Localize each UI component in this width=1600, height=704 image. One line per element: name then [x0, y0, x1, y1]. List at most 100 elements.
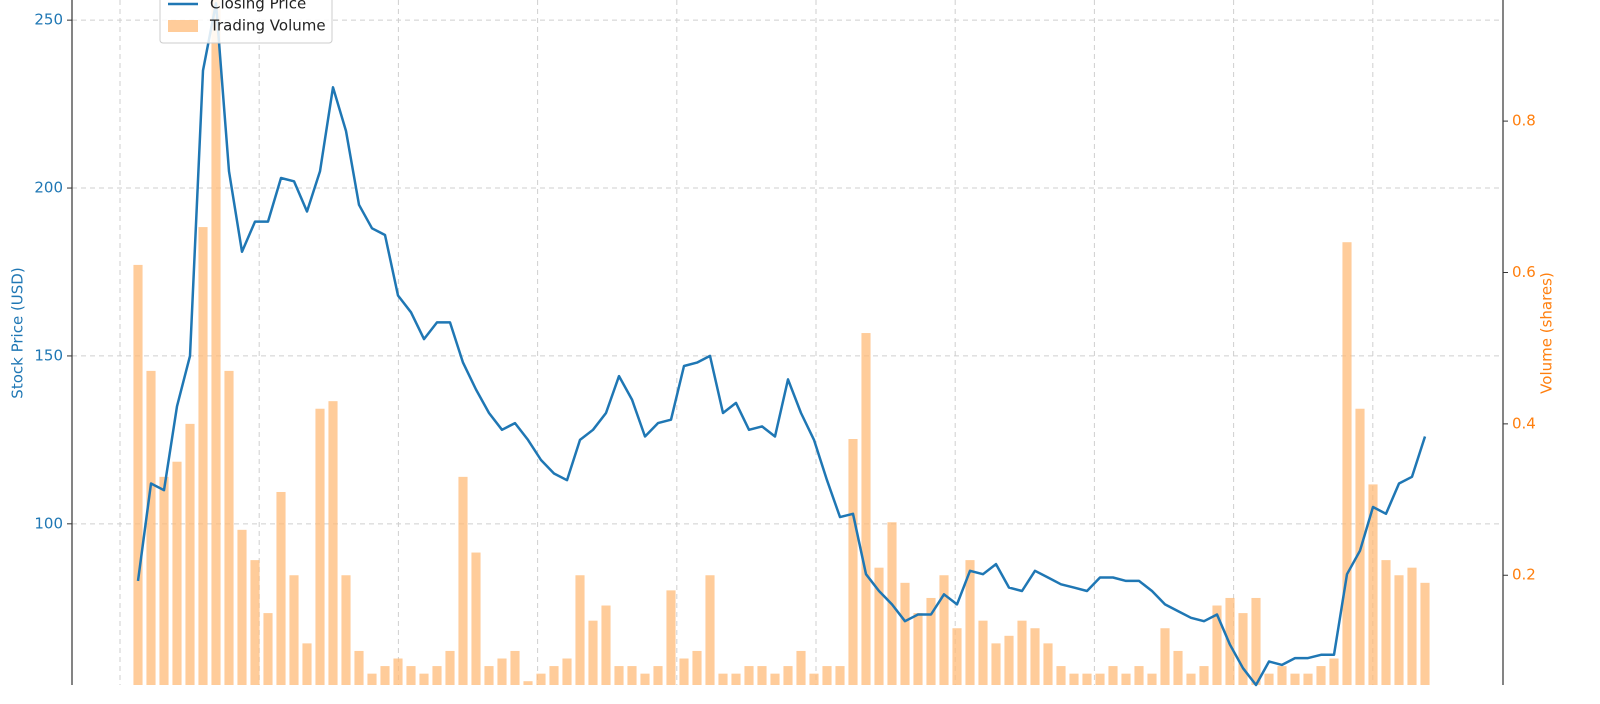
volume-bar: [1303, 673, 1313, 685]
volume-bar: [458, 476, 468, 685]
volume-bar: [159, 476, 169, 685]
y2-tick-label: 0.6: [1512, 263, 1536, 281]
y-tick-label: 100: [34, 514, 63, 532]
volume-bar: [991, 643, 1001, 685]
volume-bar: [1004, 635, 1014, 685]
volume-bar: [1095, 673, 1105, 685]
volume-bar: [1160, 628, 1170, 685]
volume-bar: [1251, 597, 1261, 685]
volume-bar: [237, 529, 247, 685]
volume-bar: [497, 658, 507, 685]
volume-bar: [315, 408, 325, 685]
volume-bar: [250, 560, 260, 685]
volume-bar: [445, 650, 455, 685]
legend-label: Trading Volume: [209, 17, 326, 35]
volume-bar: [484, 666, 494, 685]
volume-bar: [198, 227, 208, 685]
volume-bar: [1173, 650, 1183, 685]
volume-bar: [705, 575, 715, 685]
volume-bar: [536, 673, 546, 685]
price-line: [136, 2, 1427, 687]
y2-axis-label: Volume (shares): [1538, 272, 1556, 394]
legend-swatch: [168, 20, 198, 32]
volume-bar: [1056, 666, 1066, 685]
volume-bar: [1290, 673, 1300, 685]
volume-bar: [861, 333, 871, 685]
volume-bar: [341, 575, 351, 685]
volume-bar: [1134, 666, 1144, 685]
volume-bar: [770, 673, 780, 685]
volume-bar: [1017, 620, 1027, 685]
volume-bar: [1212, 605, 1222, 685]
volume-bar: [1342, 242, 1352, 685]
volume-bar: [133, 264, 143, 685]
volume-bar: [146, 370, 156, 685]
volume-bar: [796, 650, 806, 685]
volume-bar: [1264, 673, 1274, 685]
volume-bar: [185, 423, 195, 685]
volume-bar: [549, 666, 559, 685]
volume-bar: [328, 401, 338, 685]
volume-bar: [718, 673, 728, 685]
volume-bar: [783, 666, 793, 685]
legend-box: [159, 0, 333, 44]
y-tick-label: 250: [34, 11, 63, 29]
volume-bar: [1368, 484, 1378, 685]
volume-bar: [419, 673, 429, 685]
volume-bar: [653, 666, 663, 685]
volume-bar: [874, 567, 884, 685]
volume-bar: [848, 439, 858, 685]
volume-bar: [965, 560, 975, 685]
volume-bar: [432, 666, 442, 685]
volume-bar: [523, 681, 533, 685]
volume-bar: [289, 575, 299, 685]
legend-label: Closing Price: [210, 0, 306, 13]
volume-bar: [1043, 643, 1053, 685]
bar-layer: [72, 0, 1503, 685]
volume-bar: [1121, 673, 1131, 685]
volume-bar: [1407, 567, 1417, 685]
volume-bar: [1225, 597, 1235, 685]
volume-bar: [666, 590, 676, 685]
volume-bar: [822, 666, 832, 685]
volume-bar: [367, 673, 377, 685]
volume-bar: [1329, 658, 1339, 685]
volume-bar: [1238, 613, 1248, 685]
volume-bar: [692, 650, 702, 685]
volume-bar: [601, 605, 611, 685]
volume-bar: [900, 582, 910, 685]
volume-bar: [1030, 628, 1040, 685]
volume-bar: [1199, 666, 1209, 685]
volume-bar: [1147, 673, 1157, 685]
volume-bar: [562, 658, 572, 685]
y-tick-label: 200: [34, 179, 63, 197]
line-layer: [136, 2, 1427, 687]
y-axis-label: Stock Price (USD): [9, 267, 27, 398]
volume-bar: [1082, 673, 1092, 685]
volume-bar: [1394, 575, 1404, 685]
volume-bar: [978, 620, 988, 685]
volume-bar: [1108, 666, 1118, 685]
volume-bar: [913, 613, 923, 685]
volume-bar: [1420, 582, 1430, 685]
volume-bar: [1186, 673, 1196, 685]
volume-bar: [393, 658, 403, 685]
volume-bar: [354, 650, 364, 685]
volume-bar: [1277, 666, 1287, 685]
volume-bar: [835, 666, 845, 685]
volume-bar: [640, 673, 650, 685]
volume-bar: [939, 575, 949, 685]
volume-bar: [588, 620, 598, 685]
volume-bar: [380, 666, 390, 685]
volume-bar: [1069, 673, 1079, 685]
volume-bar: [406, 666, 416, 685]
volume-bar: [302, 643, 312, 685]
volume-bar: [172, 461, 182, 685]
volume-bar: [809, 673, 819, 685]
volume-bar: [731, 673, 741, 685]
y2-tick-label: 0.4: [1512, 414, 1536, 432]
volume-bar: [224, 370, 234, 685]
y2-tick-label: 0.8: [1512, 112, 1536, 130]
volume-bar: [276, 491, 286, 685]
